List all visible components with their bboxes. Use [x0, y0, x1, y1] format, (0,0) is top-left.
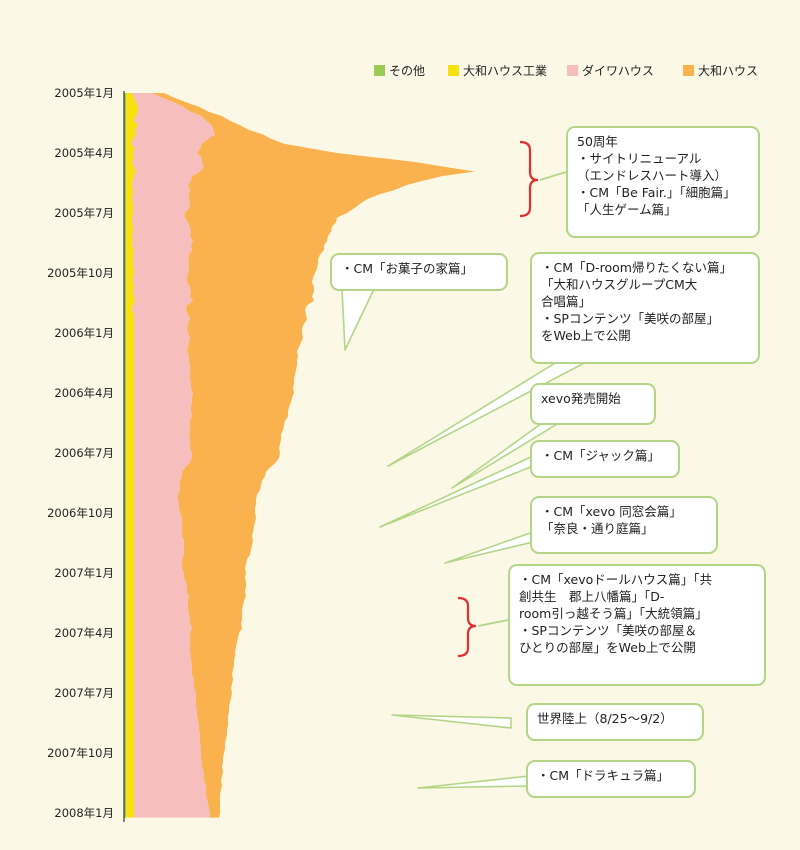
y-tick-label: 2006年10月 [47, 506, 114, 520]
legend-label: その他 [389, 64, 426, 78]
callout-2: ・CM「D-room帰りたくない篇」 「大和ハウスグループCM大 合唱篇」 ・S… [530, 252, 760, 364]
callout-pointer [444, 531, 534, 564]
legend-item: その他 [374, 62, 425, 79]
legend-item: 大和ハウス [683, 62, 758, 79]
callout-connector [539, 171, 567, 181]
callout-0: 50周年 ・サイトリニューアル （エンドレスハート導入） ・CM「Be Fair… [566, 126, 760, 238]
y-tick-label: 2007年10月 [47, 746, 114, 760]
legend-item: 大和ハウス工業 [448, 62, 547, 79]
callout-connector [477, 619, 509, 627]
legend-label: 大和ハウス工業 [463, 64, 548, 78]
y-tick-label: 2005年7月 [54, 206, 114, 220]
area-series-2 [131, 93, 215, 818]
y-tick-label: 2006年4月 [54, 386, 114, 400]
legend-item: ダイワハウス [567, 62, 654, 79]
y-tick-label: 2006年7月 [54, 446, 114, 460]
y-tick-label: 2005年4月 [54, 146, 114, 160]
legend-swatch [374, 65, 385, 76]
callout-pointer [379, 455, 534, 528]
y-tick-labels: 2005年1月 2005年4月 2005年7月 2005年10月 2006年1月 2006… [47, 86, 114, 820]
callout-8: ・CM「ドラキュラ篇」 [526, 760, 696, 798]
y-tick-label: 2005年1月 [54, 86, 114, 100]
chart-areas [124, 93, 475, 818]
callout-3: xevo発売開始 [530, 383, 656, 425]
red-bracket [519, 140, 539, 218]
legend-label: ダイワハウス [582, 64, 654, 78]
y-tick-label: 2007年4月 [54, 626, 114, 640]
callout-5: ・CM「xevo 同窓会篇」 「奈良・通り庭篇」 [530, 496, 718, 554]
y-tick-label: 2006年1月 [54, 326, 114, 340]
callout-1: ・CM「お菓子の家篇」 [330, 253, 508, 291]
area-series-1 [126, 93, 138, 818]
y-tick-label: 2005年10月 [47, 266, 114, 280]
legend-swatch [683, 65, 694, 76]
legend-swatch [448, 65, 459, 76]
legend-label: 大和ハウス [698, 64, 759, 78]
y-tick-label: 2007年7月 [54, 686, 114, 700]
callout-pointer [391, 714, 512, 729]
red-bracket [457, 596, 477, 658]
area-series-3 [152, 93, 475, 818]
legend-swatch [567, 65, 578, 76]
callout-pointer [341, 288, 375, 351]
callout-7: 世界陸上（8/25～9/2） [526, 703, 704, 741]
callout-pointer [417, 775, 530, 789]
y-tick-label: 2008年1月 [54, 806, 114, 820]
y-tick-label: 2007年1月 [54, 566, 114, 580]
callout-6: ・CM「xevoドールハウス篇」「共 創共生 郡上八幡篇」「D- room引っ越… [508, 564, 766, 686]
callout-4: ・CM「ジャック篇」 [530, 440, 680, 478]
callout-brackets [457, 140, 539, 658]
